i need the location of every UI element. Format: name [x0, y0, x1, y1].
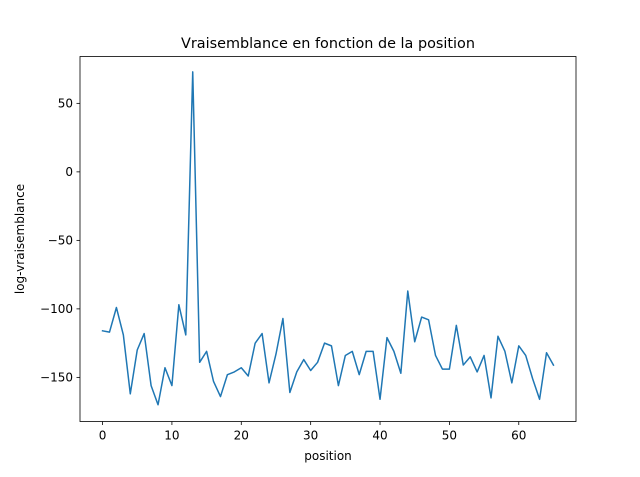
x-axis: 0 10 20 30 40 50 60	[99, 421, 526, 443]
x-axis-label: position	[304, 449, 352, 463]
y-axis-label: log-vraisemblance	[13, 184, 27, 294]
y-tick-label: −100	[40, 302, 73, 316]
plot-frame	[79, 56, 577, 422]
x-tick-label: 30	[303, 429, 318, 443]
y-tick-label: 50	[58, 97, 73, 111]
x-tick-label: 60	[511, 429, 526, 443]
plot-area	[80, 56, 576, 422]
series-line	[101, 71, 555, 406]
x-tick-label: 10	[164, 429, 179, 443]
x-tick-label: 0	[99, 429, 107, 443]
y-tick-label: 0	[65, 165, 73, 179]
y-tick-label: −50	[48, 234, 73, 248]
chart-title: Vraisemblance en fonction de la position	[181, 36, 475, 52]
y-tick-label: −150	[40, 371, 73, 385]
y-axis: −150 −100 −50 0 50	[40, 97, 80, 385]
x-tick-label: 40	[372, 429, 387, 443]
x-tick-label: 20	[234, 429, 249, 443]
x-tick-label: 50	[442, 429, 457, 443]
